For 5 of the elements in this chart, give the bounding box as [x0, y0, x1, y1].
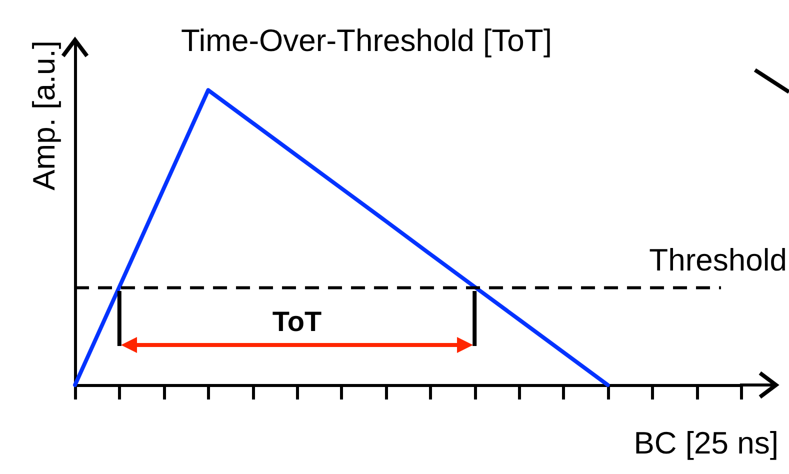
annotation: ToT [272, 306, 322, 337]
ref-line-label: Threshold [649, 242, 787, 278]
x-axis-title: BC [25 ns] [634, 426, 778, 460]
chart-title: Time-Over-Threshold [ToT] [181, 23, 552, 58]
y-axis-title: Amp. [a.u.] [26, 40, 62, 190]
